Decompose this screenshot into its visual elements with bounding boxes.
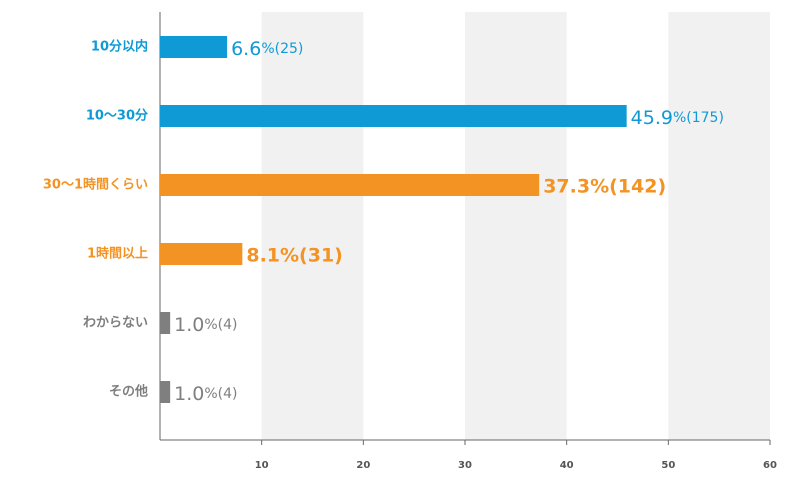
x-tick-label: 60 [763,460,777,471]
category-label: 30〜1時間くらい [43,177,148,193]
category-label: その他 [109,384,148,400]
value-suffix: %(4) [204,317,237,333]
value-label: 8.1%(31) [246,245,343,267]
value-number: 1.0 [174,314,204,336]
x-tick-label: 10 [255,460,269,471]
category-label: 10分以内 [91,39,148,55]
x-tick-label: 30 [458,460,472,471]
value-suffix: %(175) [673,110,724,126]
grid-band [465,12,567,440]
value-label: 45.9%(175) [631,107,724,129]
bar [160,381,171,403]
grid-band [668,12,770,440]
category-label: 1時間以上 [87,246,148,262]
value-number: 1.0 [174,383,204,405]
value-suffix: %(4) [204,386,237,402]
category-label: 10〜30分 [86,108,148,124]
x-tick-label: 20 [356,460,370,471]
value-label: 6.6%(25) [231,38,303,60]
bar [160,36,228,58]
grid-band [261,12,364,440]
x-tick-label: 50 [661,460,675,471]
bar [160,312,171,334]
category-label: わからない [83,316,148,331]
x-tick-label: 40 [560,460,574,471]
value-suffix: %(25) [261,41,303,57]
value-number: 45.9 [631,107,673,129]
bar [160,174,540,196]
bar [160,243,243,265]
value-number: 6.6 [231,38,261,60]
value-label: 1.0%(4) [174,314,237,336]
bar [160,105,627,127]
value-label: 37.3%(142) [543,176,666,198]
value-label: 1.0%(4) [174,383,237,405]
